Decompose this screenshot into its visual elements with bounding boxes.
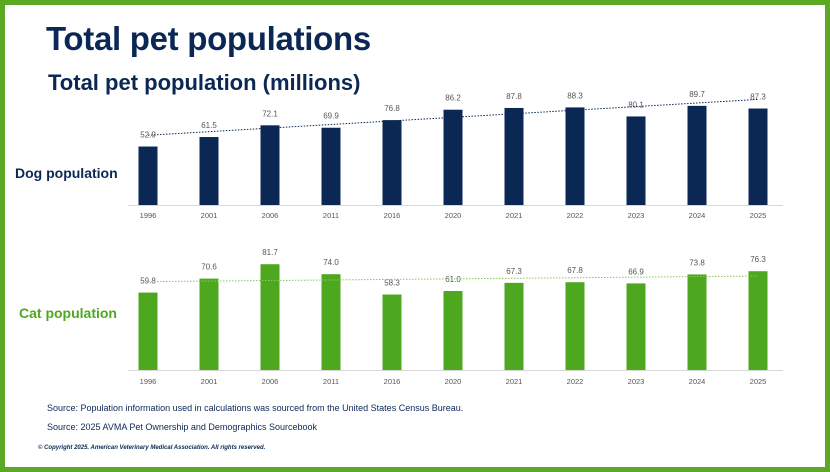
dog-bar-2025	[748, 108, 768, 205]
dog-population-chart: 52.9199661.5200172.1200669.9201176.82016…	[128, 90, 783, 220]
dog-value-label: 80.1	[628, 100, 644, 109]
cat-bar-2016	[382, 294, 402, 370]
cat-tick-label: 2006	[262, 377, 279, 386]
dog-bar-2020	[443, 109, 463, 205]
cat-tick-label: 2024	[689, 377, 706, 386]
cat-value-label: 67.3	[506, 267, 522, 276]
source-note-census: Source: Population information used in c…	[47, 403, 464, 413]
dog-value-label: 86.2	[445, 94, 461, 103]
cat-value-label: 81.7	[262, 248, 278, 257]
cat-trendline	[147, 275, 759, 283]
dog-tick-label: 2020	[445, 211, 462, 220]
cat-bar-2025	[748, 271, 768, 370]
cat-bar-2011	[321, 274, 341, 370]
dog-tick-label: 2006	[262, 211, 279, 220]
cat-value-label: 58.3	[384, 279, 400, 288]
dog-value-label: 89.7	[689, 90, 705, 99]
cat-value-label: 76.3	[750, 255, 766, 264]
cat-value-label: 70.6	[201, 263, 217, 272]
cat-value-label: 74.0	[323, 258, 339, 267]
dog-bar-2024	[687, 105, 707, 205]
dog-bar-1996	[138, 146, 158, 205]
cat-tick-label: 2021	[506, 377, 523, 386]
dog-tick-label: 2021	[506, 211, 523, 220]
source-note-avma: Source: 2025 AVMA Pet Ownership and Demo…	[47, 422, 317, 432]
cat-bar-2024	[687, 274, 707, 370]
dog-bar-2011	[321, 127, 341, 205]
cat-population-chart: 59.8 1996 70.6 2001 81.7 2006 74.0 2011 58.3 2016…	[128, 248, 783, 386]
dog-bar-2001	[199, 137, 219, 205]
cat-tick-label: 2001	[201, 377, 218, 386]
cat-tick-label: 1996	[140, 377, 157, 386]
cat-value-label: 73.8	[689, 258, 705, 267]
cat-bar-2001	[199, 278, 219, 370]
cat-tick-label: 2025	[750, 377, 767, 386]
dog-value-label: 76.8	[384, 104, 400, 113]
dog-bar-2022	[565, 107, 585, 205]
cat-bar-2006	[260, 264, 280, 370]
dog-bar-2016	[382, 120, 402, 205]
cat-bar-2023	[626, 283, 646, 370]
dog-tick-label: 2023	[628, 211, 645, 220]
dog-tick-label: 2016	[384, 211, 401, 220]
cat-population-label: Cat population	[19, 305, 117, 321]
dog-value-label: 69.9	[323, 112, 339, 121]
dog-bar-2021	[504, 107, 524, 205]
chart-subtitle: Total pet population (millions)	[48, 70, 361, 95]
dog-bar-2023	[626, 116, 646, 205]
dog-value-label: 72.1	[262, 109, 278, 118]
cat-bar-2022	[565, 282, 585, 370]
copyright-notice: © Copyright 2025. American Veterinary Me…	[38, 445, 266, 451]
cat-value-label: 66.9	[628, 267, 644, 276]
cat-value-label: 67.8	[567, 266, 583, 275]
page-title: Total pet populations	[46, 20, 371, 57]
cat-value-label: 61.0	[445, 275, 461, 284]
dog-bar-2006	[260, 125, 280, 205]
cat-tick-label: 2011	[323, 377, 339, 386]
dog-tick-label: 2022	[567, 211, 584, 220]
dog-tick-label: 1996	[140, 211, 157, 220]
cat-value-label: 59.8	[140, 277, 156, 286]
cat-tick-label: 2022	[567, 377, 584, 386]
dog-population-label: Dog population	[15, 165, 118, 181]
cat-bar-2020	[443, 291, 463, 370]
dog-value-label: 87.8	[506, 92, 522, 101]
dog-value-label: 88.3	[567, 91, 583, 100]
cat-bar-2021	[504, 282, 524, 370]
dog-value-label: 87.3	[750, 93, 766, 102]
dog-tick-label: 2025	[750, 211, 767, 220]
cat-tick-label: 2016	[384, 377, 401, 386]
dog-value-label: 61.5	[201, 121, 217, 130]
cat-tick-label: 2023	[628, 377, 645, 386]
dog-tick-label: 2024	[689, 211, 706, 220]
cat-bar-1996	[138, 292, 158, 370]
dog-tick-label: 2011	[323, 211, 339, 220]
dog-tick-label: 2001	[201, 211, 218, 220]
cat-tick-label: 2020	[445, 377, 462, 386]
